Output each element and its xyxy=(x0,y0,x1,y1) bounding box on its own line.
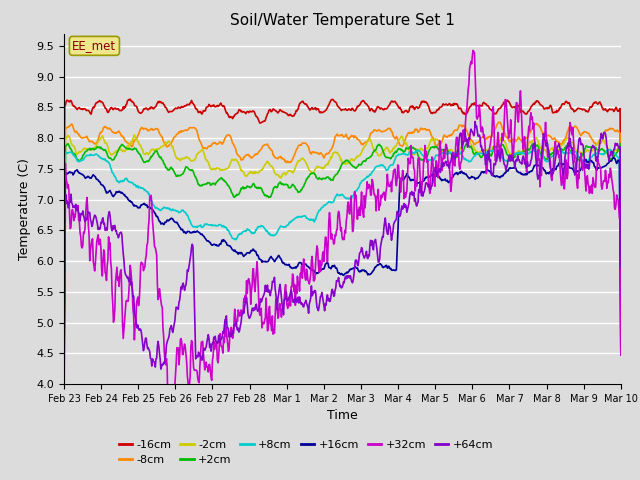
+32cm xyxy=(617,352,625,358)
+8cm xyxy=(415,148,422,154)
+32cm xyxy=(384,180,392,186)
+16cm xyxy=(415,180,422,186)
-2cm xyxy=(131,132,138,138)
+32cm xyxy=(415,157,423,163)
+16cm xyxy=(94,177,102,183)
-16cm xyxy=(483,103,491,108)
-2cm xyxy=(384,146,392,152)
-8cm xyxy=(617,254,625,260)
+64cm xyxy=(415,187,422,193)
-16cm xyxy=(415,105,423,110)
Line: +32cm: +32cm xyxy=(64,50,621,419)
+32cm xyxy=(165,416,173,422)
+16cm xyxy=(483,168,490,173)
+16cm xyxy=(610,155,618,160)
+16cm xyxy=(540,166,547,172)
+32cm xyxy=(60,322,68,327)
+16cm xyxy=(60,353,68,359)
+16cm xyxy=(383,265,391,271)
+32cm xyxy=(94,232,102,238)
-2cm xyxy=(415,148,423,154)
+2cm xyxy=(398,147,406,153)
Text: EE_met: EE_met xyxy=(72,39,116,52)
+2cm xyxy=(616,141,624,146)
-16cm xyxy=(126,96,134,102)
-16cm xyxy=(60,279,68,285)
Line: -2cm: -2cm xyxy=(64,135,621,384)
-8cm xyxy=(495,120,502,125)
+32cm xyxy=(399,168,406,173)
Line: -16cm: -16cm xyxy=(64,99,621,282)
+2cm xyxy=(94,144,102,150)
+8cm xyxy=(383,167,391,173)
-16cm xyxy=(94,99,102,105)
+8cm xyxy=(60,340,68,346)
+16cm xyxy=(398,177,406,182)
-2cm xyxy=(94,139,102,144)
-2cm xyxy=(60,382,68,387)
+2cm xyxy=(60,385,68,391)
+2cm xyxy=(540,155,547,161)
-2cm xyxy=(617,269,625,275)
-8cm xyxy=(398,144,406,149)
-8cm xyxy=(415,129,422,134)
Line: +16cm: +16cm xyxy=(64,157,621,356)
+32cm xyxy=(484,155,492,160)
+64cm xyxy=(483,152,491,157)
-2cm xyxy=(540,147,548,153)
+32cm xyxy=(541,133,548,139)
-16cm xyxy=(384,104,392,110)
+64cm xyxy=(540,135,548,141)
X-axis label: Time: Time xyxy=(327,409,358,422)
-16cm xyxy=(399,109,406,115)
-8cm xyxy=(60,376,68,382)
+8cm xyxy=(540,155,547,160)
+16cm xyxy=(617,346,625,352)
+2cm xyxy=(415,154,422,160)
-2cm xyxy=(399,135,406,141)
+32cm xyxy=(469,48,477,53)
+8cm xyxy=(617,345,625,351)
Line: +2cm: +2cm xyxy=(64,144,621,388)
+64cm xyxy=(94,227,102,232)
Y-axis label: Temperature (C): Temperature (C) xyxy=(18,158,31,260)
-2cm xyxy=(483,147,491,153)
+8cm xyxy=(94,153,102,159)
Line: +64cm: +64cm xyxy=(64,121,621,410)
+64cm xyxy=(383,231,391,237)
+8cm xyxy=(607,146,614,152)
-8cm xyxy=(540,132,548,138)
-8cm xyxy=(383,126,391,132)
-8cm xyxy=(483,135,490,141)
+8cm xyxy=(483,150,490,156)
+64cm xyxy=(617,264,625,270)
Title: Soil/Water Temperature Set 1: Soil/Water Temperature Set 1 xyxy=(230,13,455,28)
Legend: -16cm, -8cm, -2cm, +2cm, +8cm, +16cm, +32cm, +64cm: -16cm, -8cm, -2cm, +2cm, +8cm, +16cm, +3… xyxy=(114,435,497,469)
+8cm xyxy=(398,151,406,157)
+2cm xyxy=(617,263,625,268)
+64cm xyxy=(471,119,479,124)
Line: +8cm: +8cm xyxy=(64,149,621,348)
+2cm xyxy=(483,152,490,158)
+64cm xyxy=(398,203,406,209)
-16cm xyxy=(540,106,548,112)
+64cm xyxy=(60,408,68,413)
-8cm xyxy=(94,136,102,142)
Line: -8cm: -8cm xyxy=(64,122,621,379)
+2cm xyxy=(383,155,391,160)
-16cm xyxy=(617,279,625,285)
